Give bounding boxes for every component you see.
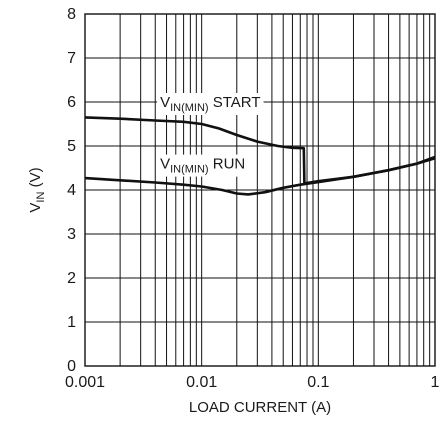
x-axis-title: LOAD CURRENT (A) [189,399,331,416]
series-label-start: VIN(MIN) START [160,94,260,114]
series-label-start-main: V [160,94,170,111]
series-label-start-suffix: START [209,94,261,111]
y-axis-title: VIN (V) [27,167,47,212]
series-line-run [84,157,436,196]
y-tick-label: 0 [67,358,76,375]
series-label-background [157,93,264,115]
y-tick-label: 8 [67,6,76,23]
series-label-run-sub: IN(MIN) [170,164,209,176]
tick-labels: 0 1 2 3 4 5 6 7 8 0.001 0.01 0.1 1 [65,6,440,391]
y-tick-label: 3 [67,226,76,243]
series-line-start [84,116,436,185]
y-tick-label: 2 [67,270,76,287]
y-tick-label: 1 [67,314,76,331]
x-tick-label: 0.001 [65,374,105,391]
y-tick-label: 4 [67,182,76,199]
series-label-run: VIN(MIN) RUN [160,156,245,176]
series-label-background [157,154,249,177]
y-axis-title-sub: IN [35,192,47,203]
y-axis-title-suffix: (V) [27,167,44,191]
series-label-start-sub: IN(MIN) [170,102,209,114]
series-label-run-main: V [160,156,170,173]
series-label-run-suffix: RUN [209,156,246,173]
grid [85,14,435,366]
x-tick-label: 0.1 [307,374,329,391]
y-tick-label: 7 [67,50,76,67]
x-tick-label: 0.01 [186,374,217,391]
series-group [84,116,436,196]
plot-area-border [84,13,436,367]
y-tick-label: 6 [67,94,76,111]
y-tick-label: 5 [67,138,76,155]
y-axis-title-main: V [27,203,44,213]
x-tick-label: 1 [431,374,440,391]
